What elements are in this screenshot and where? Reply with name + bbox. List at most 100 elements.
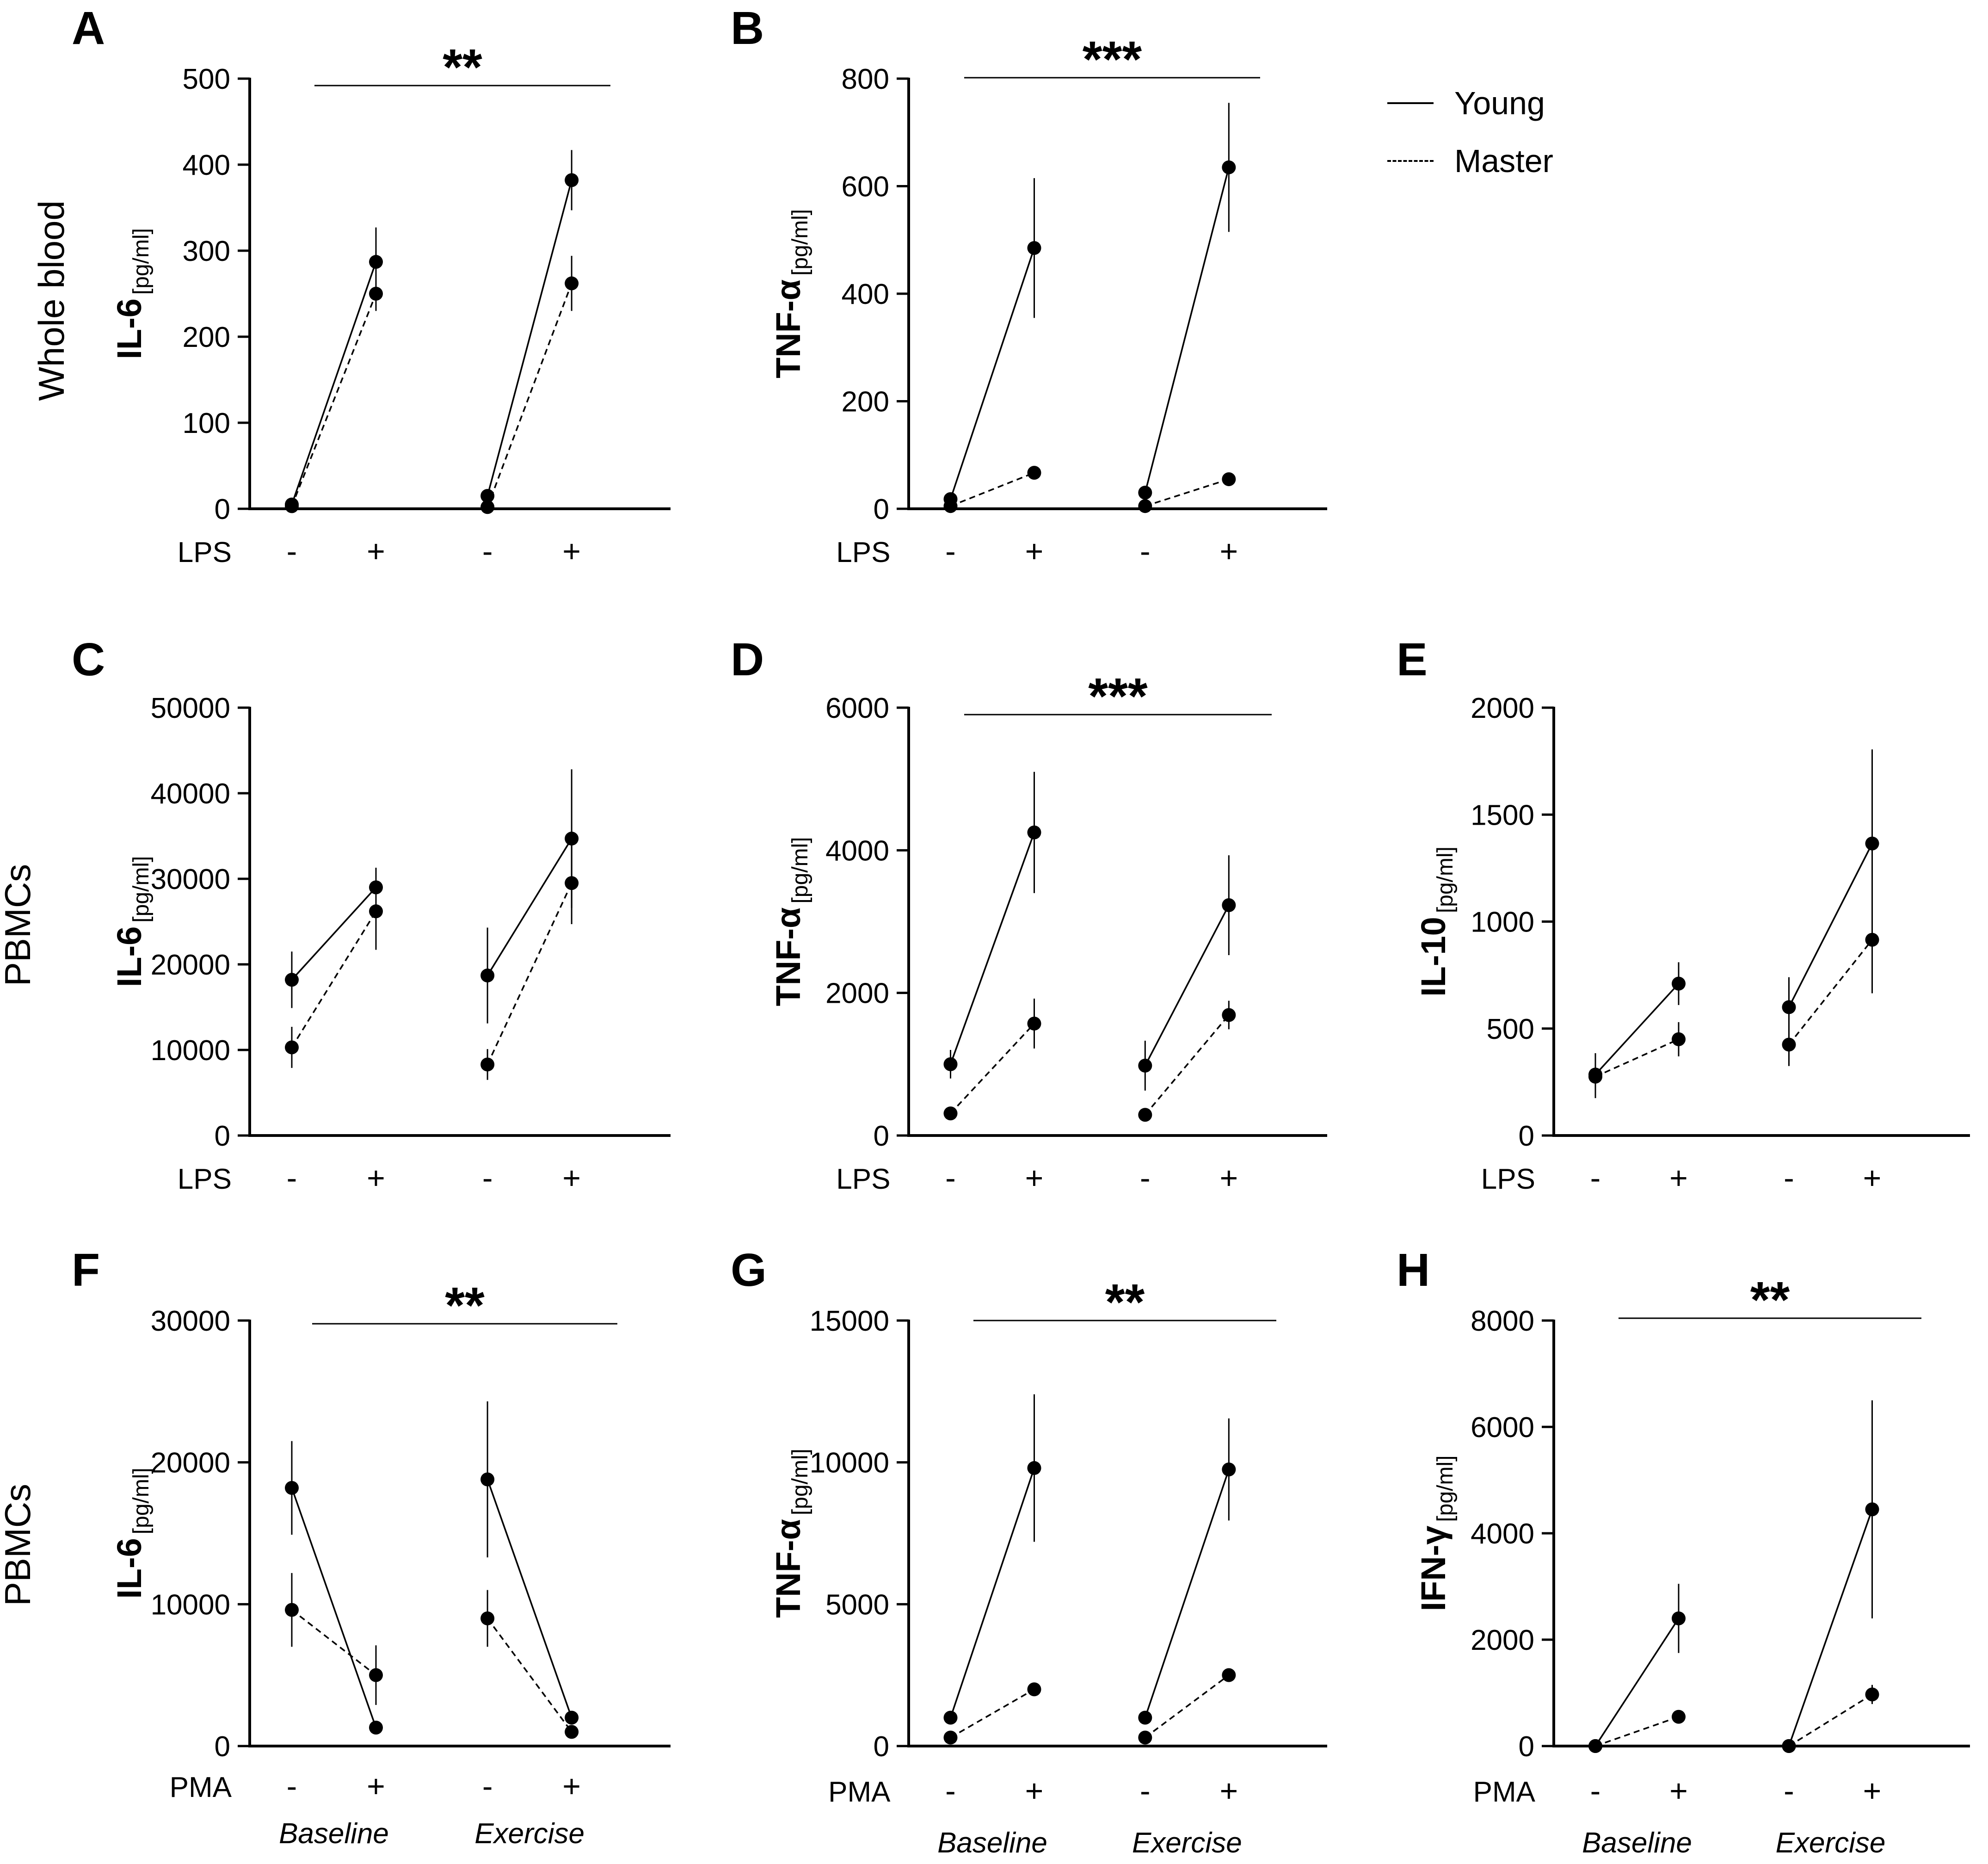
data-point-master-g [1138,1730,1152,1745]
data-point-young-d [1222,898,1236,913]
series-line-master-c [291,911,377,1048]
data-point-young-e [1865,836,1879,851]
y-axis-title-unit-c: [pg/ml] [129,856,154,923]
y-tick-label-d: 0 [874,1120,889,1152]
data-point-young-d [1027,825,1041,839]
y-tick-label-a: 400 [183,149,230,181]
category-label-f: + [367,1769,385,1804]
data-point-master-f [480,1611,495,1625]
series-line-young-g [949,1468,1035,1718]
data-point-young-g [1222,1463,1236,1476]
data-point-young-d [943,1057,958,1071]
data-point-young-b [1027,241,1041,255]
stimulus-label-d: LPS [836,1163,890,1195]
data-point-young-c [480,969,495,983]
panel-letter-f: F [72,1244,100,1296]
y-tick-label-c: 20000 [151,949,230,981]
category-label-e: + [1669,1160,1688,1196]
data-point-master-b [1222,472,1236,487]
series-line-master-g [950,1688,1035,1739]
significance-stars-b: *** [1083,31,1142,88]
series-line-master-b [1145,478,1229,507]
data-point-young-f [369,1721,383,1735]
group-label-h: Baseline [1582,1827,1692,1859]
legend-solid-line-icon [1387,102,1434,104]
y-tick-label-a: 500 [183,63,230,95]
stimulus-label-h: PMA [1473,1776,1536,1808]
series-line-master-h [1595,1716,1679,1747]
category-label-c: + [562,1160,581,1196]
y-axis-title-main-b: TNF-α [769,279,807,378]
y-tick-label-e: 2000 [1471,692,1534,724]
stimulus-label-a: LPS [178,537,232,568]
panel-letter-e: E [1397,634,1428,685]
legend-label-young: Young [1454,85,1545,121]
data-point-master-h [1672,1710,1686,1724]
data-point-master-d [943,1106,958,1121]
y-tick-label-a: 300 [183,235,230,267]
y-tick-label-g: 5000 [825,1589,889,1621]
data-point-young-f [565,1710,579,1725]
y-tick-label-e: 0 [1519,1120,1534,1152]
series-line-young-e [1594,983,1680,1075]
y-axis-title-unit-d: [pg/ml] [788,837,812,903]
y-axis-title-unit-g: [pg/ml] [788,1449,812,1515]
series-line-master-g [1145,1674,1230,1739]
data-point-young-a [565,173,579,187]
legend-item-master: Master [1387,132,1553,190]
series-line-master-e [1595,1038,1679,1078]
row-label-whole-blood: Whole blood [31,200,72,401]
y-axis-title-main-h: IFN-γ [1414,1526,1453,1611]
panel-letter-d: D [731,634,764,685]
panel-g: G 0 5000 10000 15000 TNF-α [pg/ml] PMA - + - + Basel… [731,1244,1327,1859]
panel-d: D 0 2000 4000 6000 TNF-α [pg/ml] LPS - + - + *** [731,634,1327,1196]
y-axis-title-h: IFN-γ [pg/ml] [1414,1455,1458,1611]
series-line-young-e [1788,843,1873,1008]
series-line-young-d [1144,905,1230,1066]
panel-b: B 0 200 400 600 800 TNF-α [pg/ml] LPS - + - + *** [731,2,1327,569]
y-tick-label-g: 0 [874,1731,889,1763]
category-label-b: + [1025,534,1044,569]
y-tick-label-h: 2000 [1471,1624,1534,1656]
data-point-master-h [1782,1739,1796,1753]
group-label-g: Baseline [937,1827,1047,1859]
data-point-master-c [285,1040,299,1055]
y-axis-title-main-e: IL-10 [1414,917,1453,997]
data-point-young-a [369,255,383,269]
y-axis-title-a: IL-6 [pg/ml] [110,228,154,359]
series-line-young-d [949,832,1035,1065]
series-line-master-b [950,472,1035,507]
data-point-young-a [480,489,495,503]
series-line-master-a [486,283,572,507]
data-point-master-h [1588,1739,1602,1753]
y-tick-label-e: 1000 [1471,907,1534,938]
y-tick-label-b: 600 [842,171,889,203]
category-label-h: - [1784,1773,1794,1808]
series-line-master-f [486,1617,572,1733]
category-label-h: + [1863,1773,1882,1808]
data-point-master-b [1138,499,1152,513]
data-point-young-c [285,973,299,987]
category-label-a: + [562,534,581,569]
category-label-d: + [1219,1160,1238,1196]
series-line-young-f [291,1487,377,1728]
data-point-young-f [285,1481,299,1495]
data-point-master-c [369,904,383,919]
category-label-b: - [1140,534,1151,569]
legend-item-young: Young [1387,74,1553,132]
y-tick-label-c: 0 [215,1120,230,1152]
panel-a: A 0 100 200 300 400 500 IL-6 [pg/ml] LPS - + - + ** [72,2,671,569]
data-point-master-c [565,876,579,890]
y-tick-label-b: 0 [874,494,889,525]
series-line-young-b [1144,167,1230,493]
panel-letter-b: B [731,2,764,54]
series-line-young-a [291,261,377,505]
significance-stars-g: ** [1105,1274,1145,1331]
series-line-master-e [1788,939,1873,1045]
category-label-e: - [1784,1160,1794,1196]
y-axis-title-unit-e: [pg/ml] [1433,846,1458,913]
series-line-master-a [291,293,377,507]
data-point-young-b [1138,486,1152,500]
data-point-young-e [1782,1000,1796,1014]
